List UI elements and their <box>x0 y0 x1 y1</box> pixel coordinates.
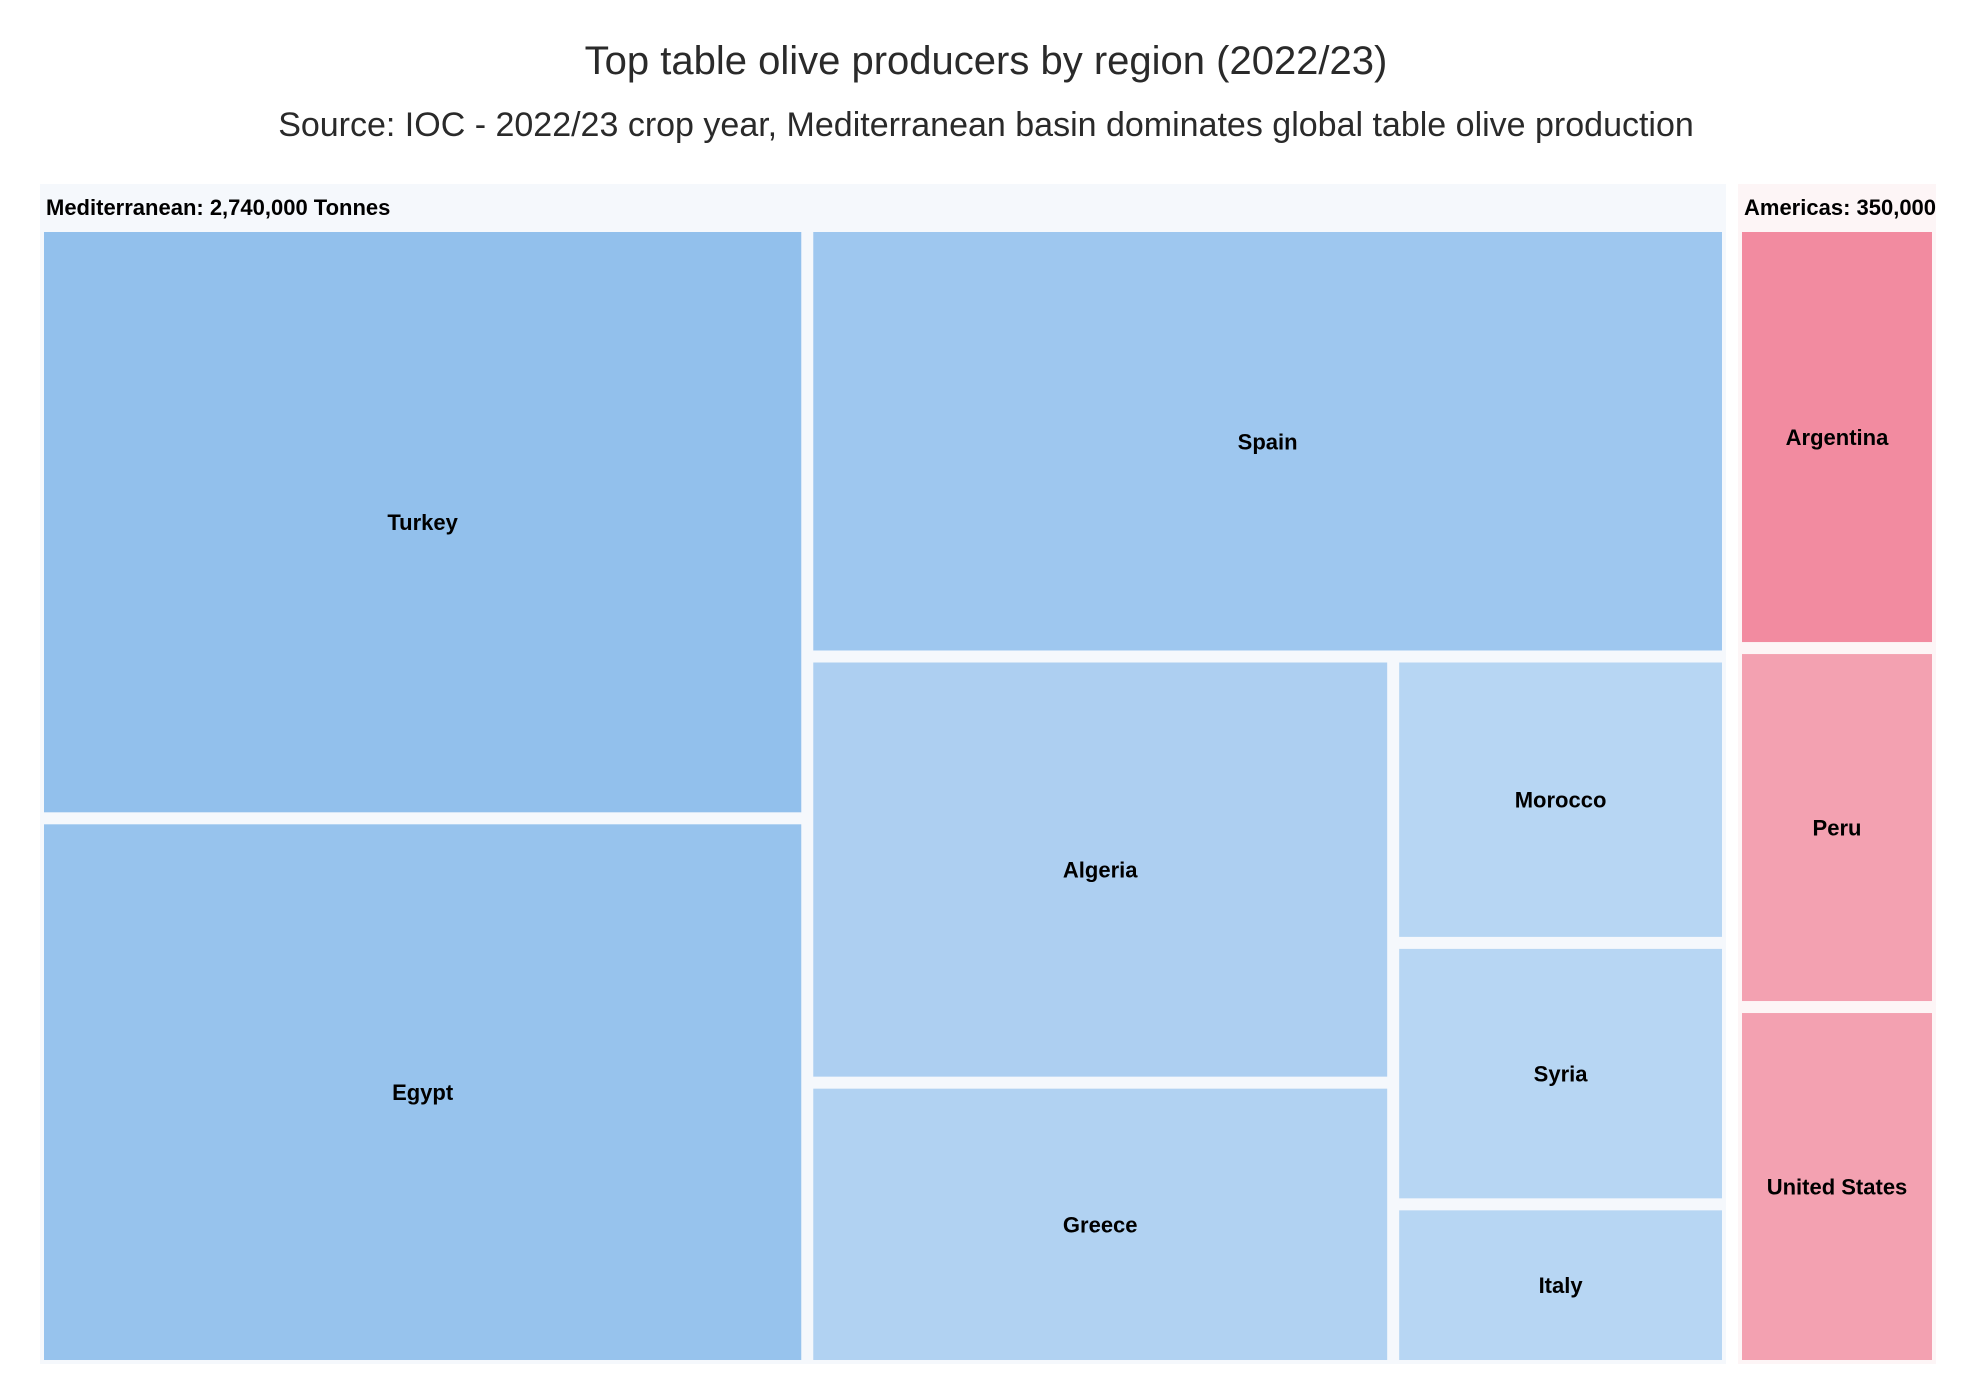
tile-label-morocco: Morocco <box>1515 788 1607 813</box>
tile-peru[interactable] <box>1742 654 1932 1002</box>
tile-argentina[interactable] <box>1742 232 1932 643</box>
chart-subtitle: Source: IOC - 2022/23 crop year, Mediter… <box>278 106 1694 144</box>
chart-title: Top table olive producers by region (202… <box>585 39 1388 83</box>
tile-united-states[interactable] <box>1742 1013 1932 1360</box>
tile-label-greece: Greece <box>1063 1212 1138 1237</box>
tile-label-turkey: Turkey <box>387 510 458 535</box>
tile-morocco[interactable] <box>1399 662 1722 937</box>
tile-turkey[interactable] <box>44 232 802 813</box>
region-mediterranean: Mediterranean: 2,740,000 Tonnes Turkey Egy… <box>40 184 1726 1364</box>
tile-greece[interactable] <box>813 1088 1388 1360</box>
tile-label-algeria: Algeria <box>1063 858 1138 883</box>
tile-label-egypt: Egypt <box>392 1080 454 1105</box>
region-label-americas: Americas: 350,000 Tonnes <box>1744 195 1972 220</box>
tile-label-syria: Syria <box>1534 1062 1589 1087</box>
tile-label-italy: Italy <box>1539 1273 1584 1298</box>
tile-label-peru: Peru <box>1813 816 1862 841</box>
tile-syria[interactable] <box>1399 948 1722 1199</box>
region-label-mediterranean: Mediterranean: 2,740,000 Tonnes <box>46 195 390 220</box>
tile-label-united-states: United States <box>1767 1175 1908 1200</box>
tile-egypt[interactable] <box>44 824 802 1360</box>
region-americas: Americas: 350,000 Tonnes Argentina Peru Uni… <box>1738 184 1972 1364</box>
tile-algeria[interactable] <box>813 662 1388 1077</box>
tile-label-argentina: Argentina <box>1786 425 1889 450</box>
tile-label-spain: Spain <box>1238 429 1298 454</box>
tile-italy[interactable] <box>1399 1210 1722 1360</box>
tile-spain[interactable] <box>813 232 1722 651</box>
treemap-area: Mediterranean: 2,740,000 Tonnes Turkey Egy… <box>40 184 1972 1364</box>
